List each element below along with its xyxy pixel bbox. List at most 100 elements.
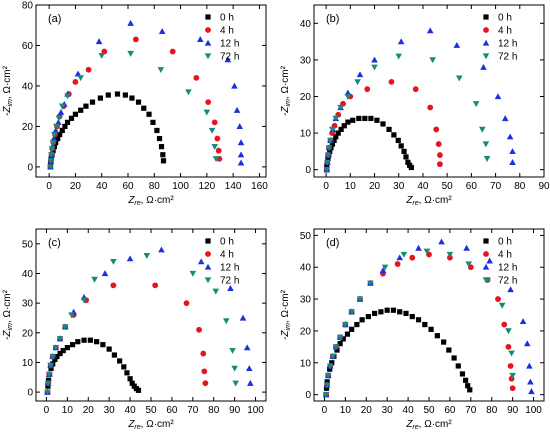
- data-point: [193, 74, 200, 81]
- data-point: [68, 312, 75, 319]
- data-point: [325, 156, 331, 162]
- data-point: [441, 339, 447, 345]
- x-tick-label: 60: [466, 181, 478, 192]
- data-point: [169, 48, 176, 55]
- data-point: [215, 147, 222, 154]
- legend-marker: [482, 53, 490, 60]
- x-tick-label: 10: [62, 405, 74, 416]
- legend-entry: 0 h: [483, 237, 512, 248]
- y-tick-label: 40: [300, 263, 312, 274]
- legend-label: 12 h: [498, 263, 517, 274]
- data-point: [80, 297, 88, 304]
- x-tick-label: 60: [122, 181, 134, 192]
- data-point: [69, 342, 76, 348]
- data-point: [97, 95, 103, 101]
- x-tick-label: 0: [322, 405, 328, 416]
- data-point: [77, 75, 84, 82]
- data-point: [160, 152, 166, 158]
- data-point: [356, 71, 364, 78]
- data-point: [64, 345, 70, 351]
- data-point: [158, 144, 165, 150]
- data-point: [446, 347, 452, 353]
- data-point: [160, 158, 167, 164]
- x-tick-label: 20: [369, 181, 381, 192]
- x-tick-label: 50: [442, 181, 454, 192]
- data-point: [237, 151, 245, 158]
- x-tick-label: 0: [44, 405, 50, 416]
- data-point: [158, 246, 165, 253]
- x-tick-label: 40: [96, 181, 108, 192]
- data-point: [323, 382, 331, 389]
- data-point: [156, 135, 163, 142]
- data-point: [506, 133, 514, 140]
- legend-entry: 72 h: [204, 276, 239, 287]
- data-point: [324, 152, 332, 159]
- legend-marker: [205, 14, 211, 20]
- y-tick-label: 30: [300, 55, 312, 66]
- panel-label: (a): [48, 13, 61, 25]
- series-0h: [323, 115, 414, 173]
- data-point: [329, 126, 336, 133]
- legend-entry: 12 h: [482, 39, 517, 50]
- data-point: [463, 244, 470, 251]
- panel-2: 0 10 20 30 40 50 60 70 80 90 0 10 20 30 40 (b) Zre, Ω·cm…: [280, 4, 550, 207]
- data-point: [371, 64, 378, 71]
- data-point: [397, 38, 405, 45]
- x-tick-label: 120: [199, 181, 216, 192]
- data-point: [111, 352, 118, 358]
- data-point: [403, 154, 409, 160]
- data-point: [390, 307, 397, 313]
- data-point: [236, 123, 244, 130]
- data-point: [459, 371, 466, 377]
- data-point: [378, 309, 384, 315]
- data-point: [201, 368, 208, 375]
- data-point: [124, 370, 130, 376]
- data-point: [47, 362, 54, 369]
- y-tick-label: 20: [300, 326, 312, 337]
- data-point: [72, 111, 79, 117]
- x-tick-label: 80: [514, 181, 526, 192]
- data-point: [409, 313, 415, 320]
- x-tick-label: 80: [149, 181, 161, 192]
- data-point: [451, 355, 457, 361]
- legend-marker: [205, 238, 211, 244]
- legend-entry: 12 h: [482, 263, 517, 274]
- data-point: [212, 156, 220, 163]
- data-point: [55, 135, 61, 142]
- x-tick-label: 100: [525, 405, 542, 416]
- y-tick-label: 40: [300, 19, 312, 30]
- data-point: [509, 372, 516, 379]
- x-tick-label: 160: [251, 181, 268, 192]
- x-tick-label: 50: [145, 405, 157, 416]
- data-point: [427, 104, 434, 111]
- data-point: [323, 385, 330, 391]
- data-point: [54, 353, 60, 360]
- data-point: [85, 66, 92, 73]
- data-point: [101, 270, 109, 277]
- legend-label: 12 h: [498, 39, 517, 50]
- data-point: [231, 365, 238, 372]
- data-point: [202, 380, 209, 387]
- legend-entry: 4 h: [483, 26, 512, 37]
- data-point: [483, 156, 491, 163]
- x-tick-label: 70: [465, 405, 477, 416]
- series-72h: [322, 248, 516, 398]
- data-point: [129, 95, 135, 101]
- data-point: [94, 339, 100, 345]
- data-point: [523, 340, 531, 347]
- data-point: [49, 139, 57, 146]
- data-point: [60, 347, 66, 354]
- legend-label: 4 h: [498, 26, 512, 37]
- data-point: [56, 336, 64, 343]
- data-point: [384, 307, 390, 313]
- legend-marker: [482, 263, 490, 270]
- panel-label: (b): [326, 13, 339, 25]
- data-point: [64, 119, 71, 125]
- data-point: [48, 365, 54, 371]
- data-point: [52, 344, 60, 351]
- data-point: [332, 115, 340, 122]
- x-tick-label: 50: [423, 405, 435, 416]
- data-point: [189, 270, 197, 277]
- data-point: [380, 121, 386, 127]
- data-point: [45, 383, 51, 389]
